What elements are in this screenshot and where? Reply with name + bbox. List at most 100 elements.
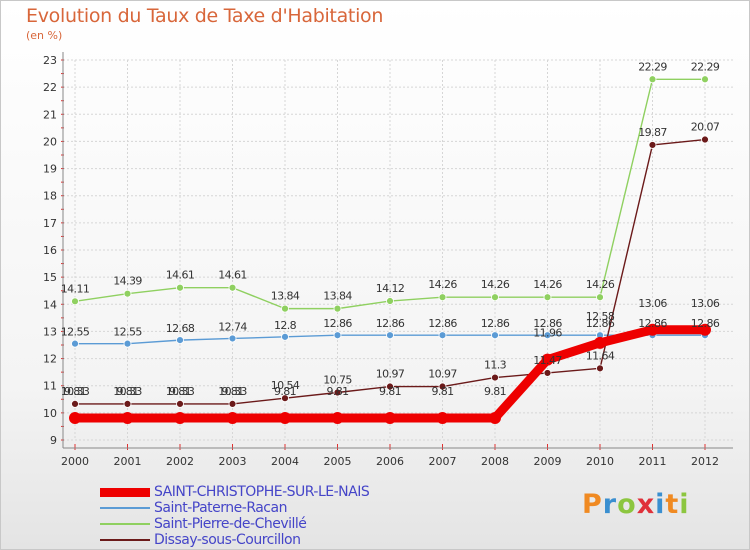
data-point [596,364,604,373]
data-point [279,412,291,425]
data-label: 12.68 [166,322,195,335]
data-point [491,373,499,382]
data-point [543,369,552,377]
data-point [333,304,342,313]
line-chart: 9 10 11 12 13 14 15 16 17 18 19 20 21 22 23 2000 2001 200… [43,52,733,468]
data-label: 12.86 [533,317,562,330]
y-tick-label: 18 [43,190,57,203]
data-label: 14.26 [428,278,457,291]
legend-label: SAINT-CHRISTOPHE-SUR-LE-NAIS [154,484,370,500]
data-labels: 14.11 14.39 14.61 14.61 13.84 13.84 14.12 14.26… [61,60,721,398]
data-point [226,412,239,425]
data-point [333,388,342,397]
y-tick-label: 14 [43,298,57,311]
data-label: 11.96 [533,327,562,340]
data-point [71,339,79,348]
y-tick-label: 19 [43,163,57,176]
data-label: 9.81 [116,385,138,398]
data-label: 11.3 [484,359,507,372]
data-label: 12.86 [638,317,667,330]
data-point [69,412,81,425]
y-tick-label: 17 [43,217,57,230]
data-point [123,399,132,408]
x-tick-label: 2002 [166,455,194,468]
data-label: 14.61 [218,269,247,282]
data-point [281,332,289,341]
data-label: 11.47 [533,354,562,367]
data-point [174,412,186,425]
data-label: 13.06 [691,297,720,310]
y-tick-label: 13 [43,325,57,338]
proxiti-logo: Proxiti [582,489,690,520]
data-label: 14.12 [376,282,405,295]
data-point [646,323,659,336]
data-label: 9.81 [221,385,243,398]
data-label: 14.11 [61,282,90,295]
y-tick-label: 20 [43,135,57,148]
x-tick-label: 2000 [61,455,89,468]
data-label: 12.86 [323,317,352,330]
x-tick-label: 2011 [639,455,667,468]
data-point [438,331,447,340]
data-label: 9.81 [484,385,506,398]
data-label: 9.81 [274,385,296,398]
data-point [228,399,237,408]
data-point [123,289,132,298]
data-label: 12.55 [61,326,90,339]
data-label: 12.86 [376,317,405,330]
x-tick-label: 2010 [586,455,614,468]
data-label: 10.33 [61,385,90,398]
data-point [176,336,184,345]
data-point [701,135,709,144]
data-point [543,293,552,302]
legend-label: Saint-Paterne-Racan [154,500,287,516]
data-point [331,412,344,425]
data-point [438,293,447,302]
data-label: 12.86 [481,317,510,330]
data-label: 12.86 [428,317,457,330]
y-tick-label: 22 [43,81,57,94]
x-tick-label: 2001 [114,455,142,468]
legend-swatch [100,488,150,497]
data-label: 22.29 [638,60,667,73]
chart-subtitle: (en %) [26,29,63,42]
data-point [123,339,132,348]
y-tick-label: 23 [43,54,57,67]
data-point [281,394,289,403]
grid [63,59,733,441]
x-tick-label: 2006 [376,455,404,468]
data-label: 14.39 [113,275,142,288]
data-label: 10.75 [323,374,352,387]
x-tick-label: 2005 [324,455,352,468]
data-label: 9.81 [379,385,401,398]
legend-label: Dissay-sous-Courcillon [154,532,301,548]
x-tick-label: 2012 [691,455,719,468]
data-point [333,331,342,340]
data-point [594,336,606,349]
y-tick-label: 9 [50,434,57,447]
data-point [596,293,604,302]
data-label: 13.84 [271,290,300,303]
data-point [121,412,134,425]
data-point [543,331,552,340]
series-lines [69,75,711,425]
data-label: 14.26 [481,278,510,291]
data-point [176,283,184,292]
legend: SAINT-CHRISTOPHE-SUR-LE-NAIS Saint-Patern… [100,484,420,548]
data-label: 12.86 [586,317,615,330]
y-tick-label: 15 [43,271,57,284]
data-label: 9.81 [326,385,348,398]
data-label: 10.33 [166,385,195,398]
data-point [699,323,711,336]
data-label: 13.84 [323,290,352,303]
data-point [386,331,394,340]
legend-swatch [100,507,150,509]
data-point [541,353,554,366]
data-point [489,412,501,425]
data-point [176,399,184,408]
data-point [228,334,237,343]
data-point [281,304,289,313]
data-label: 10.33 [113,385,142,398]
y-tick-label: 16 [43,244,57,257]
